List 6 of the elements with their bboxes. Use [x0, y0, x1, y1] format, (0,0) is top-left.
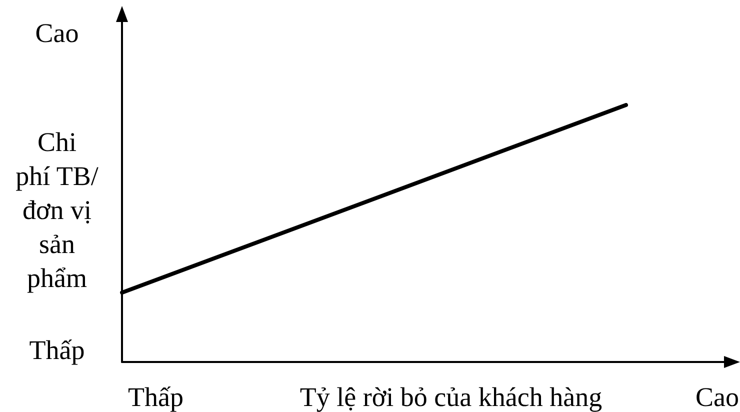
- y-axis-title: Chi phí TB/ đơn vị sản phẩm: [16, 127, 99, 293]
- text: Cao: [696, 382, 739, 412]
- x-axis-title: Tỷ lệ rời bỏ của khách hàng: [300, 382, 602, 412]
- annotation: Thấp: [29, 335, 85, 365]
- text: Cao: [35, 18, 79, 48]
- text: Thấp: [128, 382, 184, 412]
